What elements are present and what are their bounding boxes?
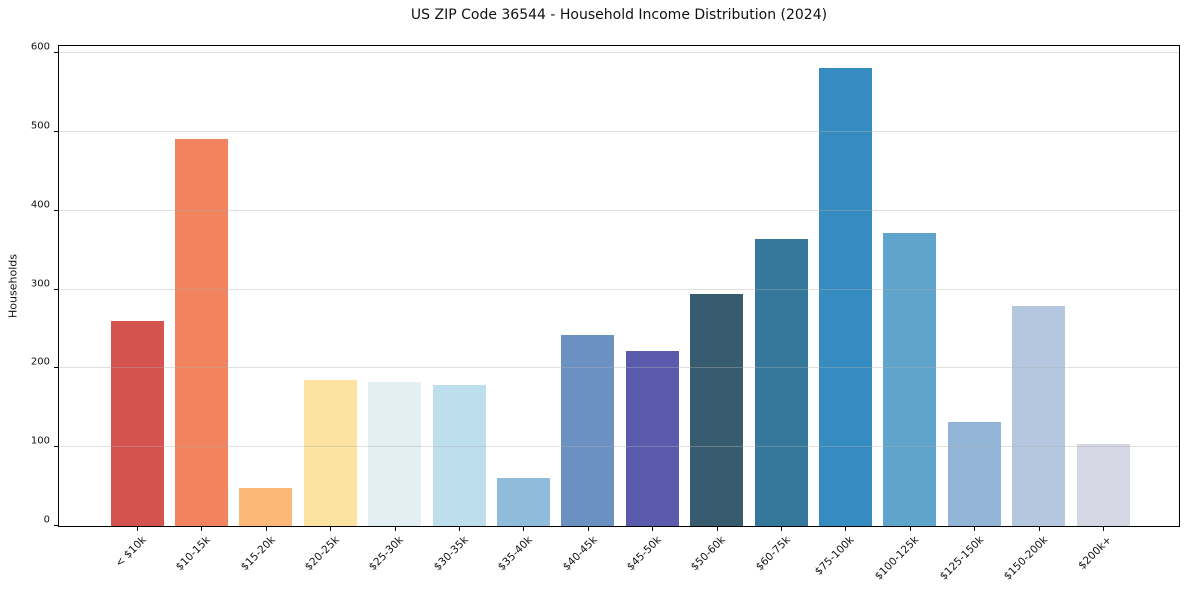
y-tick-label: 300 — [30, 278, 50, 290]
y-tick-label: 600 — [30, 41, 50, 53]
y-tick-mark — [54, 131, 59, 133]
x-tick-label: $200k+ — [1076, 534, 1115, 572]
y-tick-mark — [54, 525, 59, 526]
x-tick-mark — [1103, 526, 1104, 531]
x-tick-mark — [974, 526, 976, 531]
y-tick-mark — [54, 209, 59, 211]
y-tick-label: 100 — [30, 435, 50, 447]
bar-$40-45k — [561, 335, 615, 526]
x-tick-mark — [1038, 526, 1040, 531]
y-axis-label: Households — [6, 254, 20, 318]
y-tick-label: 200 — [30, 356, 50, 368]
x-tick-label: < $10k — [112, 534, 149, 570]
y-tick-mark — [54, 52, 59, 54]
x-tick-mark — [330, 526, 332, 531]
x-tick-label: $100-125k — [872, 534, 922, 583]
x-tick-label: $40-45k — [560, 534, 600, 574]
x-tick-mark — [587, 526, 589, 531]
x-tick-label: $45-50k — [624, 534, 664, 574]
x-tick-mark — [137, 526, 138, 531]
x-tick-label: $50-60k — [688, 534, 729, 574]
x-tick-mark — [459, 526, 460, 531]
x-tick-mark — [394, 526, 396, 531]
x-tick-label: $35-40k — [495, 534, 535, 574]
bar-$45-50k — [625, 351, 679, 526]
x-tick-label: $75-100k — [813, 534, 857, 578]
bar-$15-20k — [239, 488, 293, 526]
gridline-600 — [59, 52, 1179, 54]
x-tick-mark — [845, 526, 847, 531]
bar-$75-100k — [818, 67, 872, 526]
x-tick-label: $15-20k — [238, 534, 278, 574]
bar-$150-200k — [1012, 306, 1066, 526]
bar-$10-15k — [174, 138, 228, 526]
x-tick-label: $150-200k — [1001, 534, 1051, 583]
plot-area: 0 100 200 300 400 500 600 < $10k $10-15k $15-20k $… — [31, 42, 1180, 583]
y-tick-label: 400 — [30, 199, 50, 211]
bar-$60-75k — [754, 238, 808, 526]
x-tick-label: $25-30k — [366, 534, 407, 574]
y-tick-mark — [54, 288, 59, 290]
gridline-500 — [59, 131, 1179, 133]
bar-$30-35k — [432, 385, 486, 526]
x-tick-mark — [201, 526, 203, 531]
x-tick-mark — [265, 526, 267, 531]
x-tick-mark — [781, 526, 782, 531]
x-tick-mark — [716, 526, 718, 531]
x-tick-label: $60-75k — [753, 534, 793, 574]
y-tick-mark — [54, 446, 59, 448]
bar-$125-150k — [947, 422, 1001, 526]
x-tick-mark — [652, 526, 654, 531]
y-tick-label: 500 — [30, 120, 50, 132]
x-tick-mark — [523, 526, 525, 531]
x-tick-label: $20-25k — [302, 534, 342, 574]
y-tick-mark — [54, 367, 59, 369]
x-tick-label: $30-35k — [431, 534, 471, 574]
x-tick-label: $125-150k — [937, 534, 986, 583]
bar-$35-40k — [496, 477, 550, 526]
chart-title: US ZIP Code 36544 - Household Income Dis… — [410, 7, 828, 23]
y-tick-label: 0 — [43, 514, 50, 526]
bar-$20-25k — [303, 380, 357, 526]
bar-< $10k — [110, 321, 164, 526]
bar-$100-125k — [883, 233, 937, 526]
x-tick-mark — [909, 526, 911, 531]
bar-$50-60k — [690, 293, 744, 526]
x-tick-label: $10-15k — [173, 534, 213, 574]
bar-$25-30k — [368, 381, 422, 526]
bar-$200k+ — [1076, 444, 1130, 526]
